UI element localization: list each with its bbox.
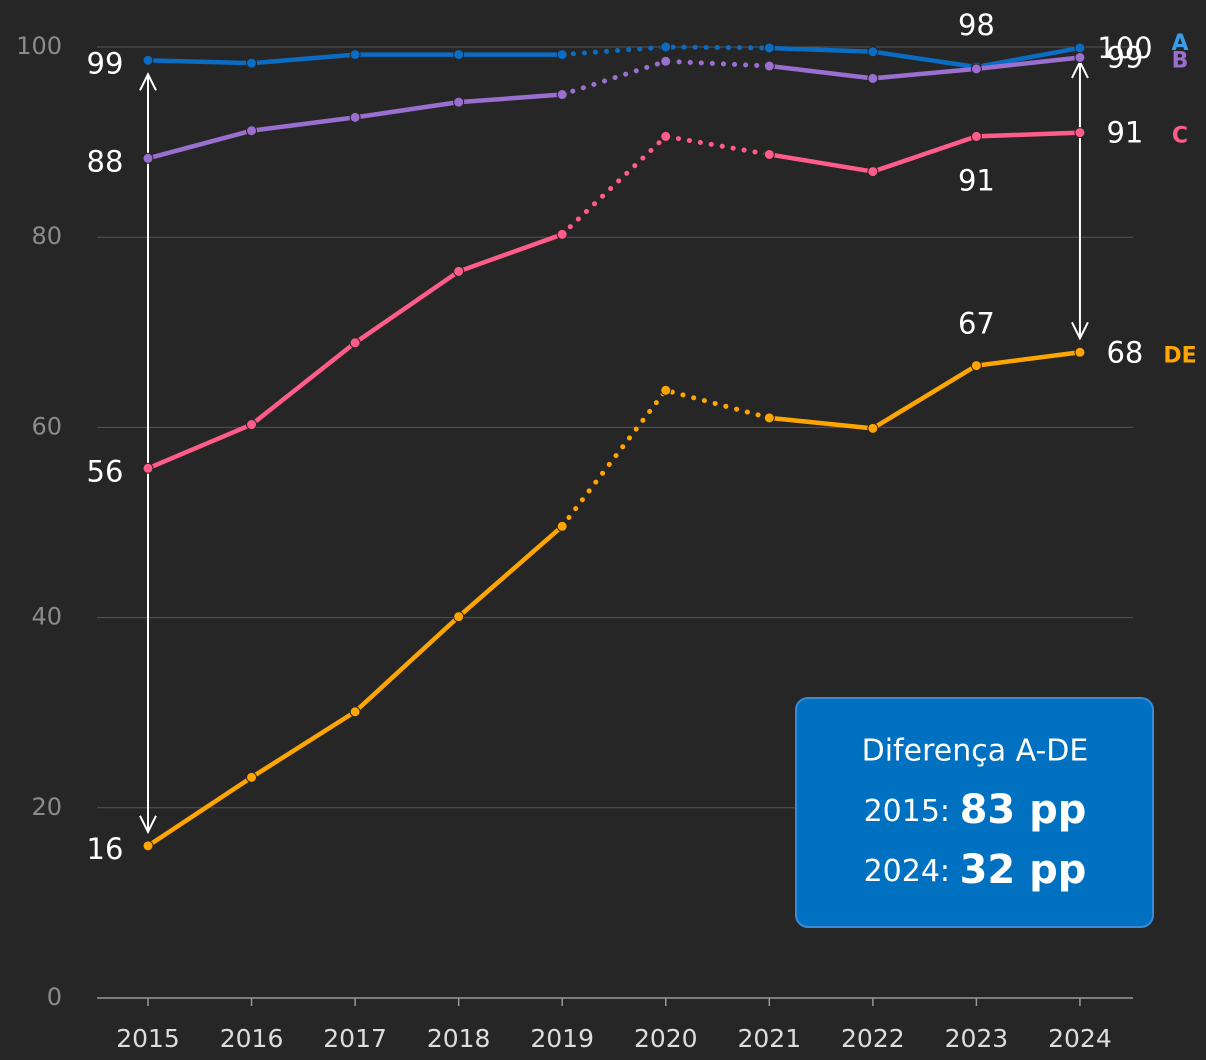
point [142,840,154,852]
y-tick-label: 60 [31,412,62,440]
point [349,49,361,61]
annotation-value: 32 pp [960,847,1087,893]
x-tick-label: 2016 [220,1024,284,1053]
annotation-line: 2024: 32 pp [864,847,1087,893]
point [246,771,258,783]
point [453,611,465,623]
point [349,706,361,718]
annotation-line: 2015: 83 pp [864,787,1087,833]
point [556,49,568,61]
y-tick-label: 20 [31,793,62,821]
point [142,54,154,66]
y-tick-label: 80 [31,222,62,250]
point [763,148,775,160]
point [970,130,982,142]
point [867,46,879,58]
data-label: 67 [958,307,995,341]
arrow-head [139,72,157,91]
point [867,422,879,434]
point [867,72,879,84]
data-label: 68 [1106,335,1143,369]
line-dotted [559,387,772,529]
line-dotted [559,44,772,58]
point [349,337,361,349]
x-tick-label: 2015 [116,1024,180,1053]
point [763,60,775,72]
annotation-value: 83 pp [960,787,1087,833]
x-tick-label: 2017 [323,1024,387,1053]
point [556,228,568,240]
annotation-box [795,697,1154,928]
point [1074,42,1086,54]
point [349,111,361,123]
point [1074,346,1086,358]
line [768,130,1081,174]
point [246,57,258,69]
point [763,412,775,424]
series-label: A [1171,31,1188,56]
point [1074,51,1086,63]
x-tick-label: 2024 [1048,1024,1112,1053]
x-tick-label: 2019 [530,1024,594,1053]
series-label: DE [1163,343,1196,368]
y-tick-label: 100 [16,32,62,60]
point [556,89,568,101]
point [246,419,258,431]
series-label: C [1172,124,1188,149]
data-label: 56 [87,454,124,488]
data-label: 91 [1106,116,1143,150]
point [556,520,568,532]
y-tick-label: 0 [47,983,62,1011]
data-label: 88 [87,144,124,178]
line [769,55,1081,81]
data-label: 16 [87,832,124,866]
point [142,462,154,474]
point [660,384,672,396]
data-label: 99 [1106,40,1143,74]
data-label: 100 [1097,31,1152,65]
point [660,55,672,67]
annotation-label: 2015: [864,794,950,829]
point [660,41,672,53]
point [453,49,465,61]
series-label: B [1172,48,1189,73]
line [769,350,1081,431]
x-tick-label: 2018 [427,1024,491,1053]
data-label: 98 [958,8,995,42]
annotation-title: Diferença A-DE [862,734,1089,769]
point [142,152,154,164]
point [660,130,672,142]
x-tick-label: 2021 [737,1024,801,1053]
line [769,45,1081,70]
annotation-label: 2024: [864,854,950,889]
point [970,360,982,372]
point [763,42,775,54]
x-tick-label: 2022 [841,1024,905,1053]
point [970,63,982,75]
y-tick-label: 40 [31,603,62,631]
data-label: 91 [958,163,995,197]
data-label: 99 [87,46,124,80]
point [453,96,465,108]
point [1074,127,1086,139]
x-tick-label: 2020 [634,1024,698,1053]
x-tick-label: 2023 [945,1024,1009,1053]
arrow-head [139,815,157,835]
point [867,166,879,178]
arrow-head [1071,321,1089,341]
point [453,265,465,277]
point [246,125,258,137]
